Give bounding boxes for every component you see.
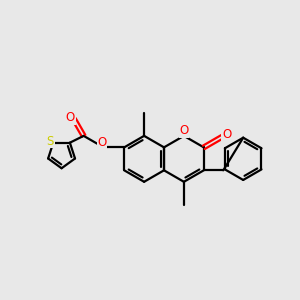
Text: O: O: [179, 124, 188, 137]
Text: S: S: [46, 135, 54, 148]
Text: O: O: [98, 136, 107, 148]
Text: O: O: [66, 111, 75, 124]
Text: O: O: [222, 128, 231, 141]
